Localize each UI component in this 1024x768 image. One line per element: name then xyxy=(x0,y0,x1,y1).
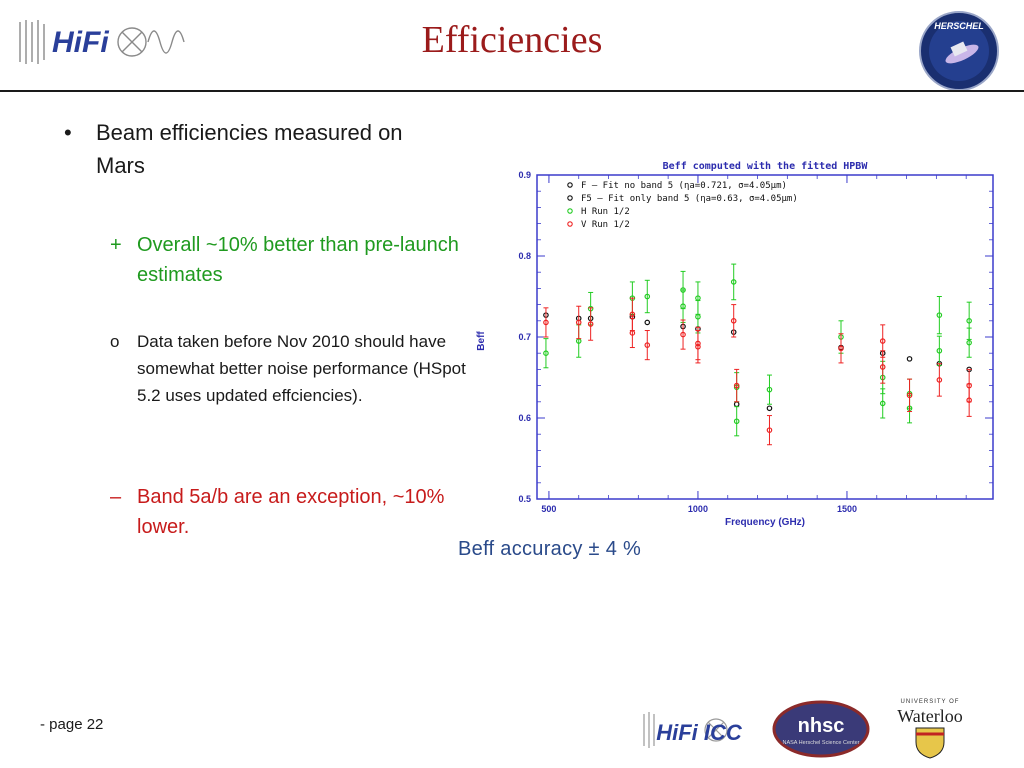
data-point xyxy=(906,356,913,362)
data-point xyxy=(766,427,773,433)
plus-mark: + xyxy=(110,234,122,256)
bullet-sub-overall-text: Overall ~10% better than pre-launch esti… xyxy=(137,234,459,286)
svg-text:UNIVERSITY OF: UNIVERSITY OF xyxy=(901,699,960,705)
page-number: - page 22 xyxy=(40,716,104,733)
data-point xyxy=(644,293,651,300)
data-point xyxy=(733,418,740,425)
waterloo-logo: UNIVERSITY OF Waterloo xyxy=(897,699,963,759)
legend-label: F – Fit no band 5 (ηa=0.721, σ=4.05μm) xyxy=(581,181,787,191)
hifi-icc-logo: HiFi ICC xyxy=(643,712,743,748)
svg-text:nhsc: nhsc xyxy=(798,715,845,737)
y-tick-label: 0.7 xyxy=(518,332,531,342)
svg-text:HiFi ICC: HiFi ICC xyxy=(656,720,743,745)
data-point xyxy=(838,345,844,352)
data-point xyxy=(936,377,943,383)
beff-chart: Beff computed with the fitted HPBW Frequ… xyxy=(476,160,994,528)
hifi-logo: HiFi xyxy=(19,20,185,64)
chart-xlabel: Frequency (GHz) xyxy=(725,517,805,528)
x-tick-label: 500 xyxy=(541,504,556,514)
data-point xyxy=(966,318,972,324)
data-point xyxy=(695,313,701,320)
bullet-sub-band5-text: Band 5a/b are an exception, ~10% lower. xyxy=(137,486,445,538)
data-point xyxy=(879,364,886,370)
chart-title: Beff computed with the fitted HPBW xyxy=(663,160,869,172)
chart-plot-frame xyxy=(536,174,994,500)
legend-label: F5 – Fit only band 5 (ηa=0.63, σ=4.05μm) xyxy=(581,194,798,204)
legend-marker xyxy=(567,182,573,188)
data-point xyxy=(936,312,943,318)
data-point xyxy=(543,319,549,326)
data-point xyxy=(575,319,582,326)
data-point xyxy=(966,397,972,403)
data-point xyxy=(680,303,686,310)
y-tick-label: 0.6 xyxy=(518,413,531,423)
svg-text:HERSCHEL: HERSCHEL xyxy=(934,21,984,31)
data-point xyxy=(766,405,773,412)
nhsc-logo: nhsc NASA Herschel Science Center xyxy=(772,700,870,758)
bullet-sub-data-taken-text: Data taken before Nov 2010 should have s… xyxy=(137,332,466,405)
data-point xyxy=(966,339,972,346)
y-tick-label: 0.5 xyxy=(518,494,531,504)
chart-caption: Beff accuracy ± 4 % xyxy=(458,538,642,560)
circle-mark: o xyxy=(110,332,120,351)
legend-label: V Run 1/2 xyxy=(581,220,630,230)
chart-ylabel: Beff xyxy=(476,331,487,351)
data-point xyxy=(644,342,651,348)
herschel-logo: HERSCHEL xyxy=(919,11,999,91)
data-point xyxy=(936,347,943,354)
legend-marker xyxy=(567,195,573,201)
legend-label: H Run 1/2 xyxy=(581,207,630,217)
data-point xyxy=(906,392,913,399)
data-point xyxy=(680,331,686,338)
data-point xyxy=(695,343,701,350)
data-point xyxy=(629,311,636,318)
dash-mark: – xyxy=(110,486,122,508)
data-point xyxy=(766,386,773,393)
chart-points xyxy=(543,263,972,446)
data-point xyxy=(644,319,651,326)
data-point xyxy=(879,400,886,407)
data-point xyxy=(733,382,740,389)
svg-text:Waterloo: Waterloo xyxy=(897,706,963,726)
chart-axes: 0.5 0.6 0.7 0.8 0.9 500 1000 1500 xyxy=(518,170,993,514)
chart-legend: F – Fit no band 5 (ηa=0.721, σ=4.05μm) F5… xyxy=(567,181,798,230)
data-point xyxy=(587,321,594,327)
data-point xyxy=(879,338,886,344)
bullet-main-text: Beam efficiencies measured on Mars xyxy=(96,120,403,178)
svg-text:NASA Herschel Science Center: NASA Herschel Science Center xyxy=(782,740,859,746)
y-tick-label: 0.8 xyxy=(518,251,531,261)
data-point xyxy=(730,318,737,324)
legend-marker xyxy=(567,208,573,214)
legend-marker xyxy=(567,221,573,227)
page-title: Efficiencies xyxy=(421,19,603,61)
x-tick-label: 1000 xyxy=(688,504,708,514)
y-tick-label: 0.9 xyxy=(518,170,531,180)
svg-text:HiFi: HiFi xyxy=(52,26,109,59)
data-point xyxy=(730,279,737,285)
bullet-mark: • xyxy=(64,120,72,145)
header-divider xyxy=(0,90,1024,92)
x-tick-label: 1500 xyxy=(837,504,857,514)
data-point xyxy=(629,330,636,336)
data-point xyxy=(543,350,549,357)
